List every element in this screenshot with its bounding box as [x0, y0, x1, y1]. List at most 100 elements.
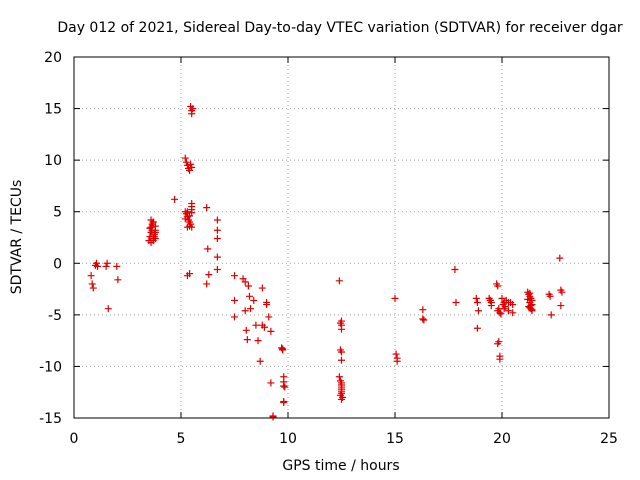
y-tick-label: 5: [53, 205, 62, 221]
data-point-marker: [213, 265, 221, 273]
data-point-marker: [181, 215, 189, 223]
data-point-marker: [94, 262, 102, 270]
data-point-marker: [557, 302, 565, 310]
data-point-marker: [336, 391, 344, 399]
data-point-marker: [393, 357, 401, 365]
data-point-marker: [203, 204, 211, 212]
data-point-marker: [338, 381, 345, 389]
data-point-marker: [231, 313, 238, 321]
data-point-marker: [392, 350, 400, 358]
data-point-marker: [242, 326, 250, 334]
data-point-marker: [526, 289, 534, 297]
data-points: [87, 103, 566, 421]
x-tick-label: 15: [386, 431, 404, 447]
data-point-marker: [486, 296, 494, 304]
data-point-marker: [452, 298, 460, 306]
data-point-marker: [204, 245, 212, 253]
data-point-marker: [498, 294, 506, 302]
data-point-marker: [258, 284, 266, 292]
data-point-marker: [335, 373, 343, 381]
data-point-marker: [241, 278, 249, 286]
data-point-marker: [102, 262, 110, 270]
data-point-marker: [182, 158, 190, 166]
data-point-marker: [500, 305, 508, 313]
data-point-marker: [335, 277, 343, 285]
data-point-marker: [524, 295, 532, 303]
data-point-marker: [92, 259, 100, 267]
data-point-marker: [213, 226, 221, 234]
data-point-marker: [151, 222, 159, 230]
data-point-marker: [189, 105, 197, 113]
data-point-marker: [338, 348, 345, 356]
data-point-marker: [280, 399, 288, 407]
data-point-marker: [338, 325, 345, 333]
data-point-marker: [103, 259, 111, 267]
y-tick-label: -10: [39, 359, 62, 375]
data-point-marker: [504, 298, 512, 306]
x-axis-label: GPS time / hours: [282, 458, 399, 474]
data-point-marker: [497, 310, 505, 318]
data-point-marker: [213, 216, 221, 224]
data-point-marker: [419, 315, 427, 323]
data-point-marker: [254, 337, 262, 345]
data-point-marker: [213, 235, 221, 243]
data-point-marker: [260, 323, 268, 331]
data-point-marker: [183, 272, 191, 280]
data-point-marker: [150, 232, 158, 240]
data-point-marker: [183, 161, 191, 169]
data-point-marker: [183, 208, 191, 216]
grid-lines: [74, 57, 609, 418]
data-point-marker: [420, 316, 428, 324]
x-tick-label: 0: [70, 431, 79, 447]
data-point-marker: [188, 199, 196, 207]
data-point-marker: [146, 224, 154, 232]
data-point-marker: [280, 382, 288, 390]
data-point-marker: [267, 327, 275, 335]
data-point-marker: [241, 307, 249, 315]
data-point-marker: [250, 296, 258, 304]
data-point-marker: [205, 271, 213, 279]
data-point-marker: [104, 305, 112, 313]
data-point-marker: [487, 302, 495, 310]
data-point-marker: [243, 336, 251, 344]
data-point-marker: [149, 218, 157, 226]
data-point-marker: [509, 309, 517, 317]
data-point-marker: [338, 356, 345, 364]
data-point-marker: [188, 223, 196, 231]
y-tick-label: 0: [53, 256, 62, 272]
data-point-marker: [267, 379, 275, 387]
data-point-marker: [88, 280, 96, 288]
data-point-marker: [526, 304, 534, 312]
data-point-marker: [114, 276, 122, 284]
data-point-marker: [244, 282, 252, 290]
data-point-marker: [509, 301, 517, 309]
data-point-marker: [213, 253, 221, 261]
data-point-marker: [231, 296, 238, 304]
data-point-marker: [281, 383, 289, 391]
data-point-marker: [556, 254, 564, 262]
data-point-marker: [495, 338, 503, 346]
data-point-marker: [279, 345, 287, 353]
data-point-marker: [184, 216, 192, 224]
data-point-marker: [188, 110, 196, 118]
data-point-marker: [338, 395, 345, 403]
x-tick-label: 25: [600, 431, 618, 447]
data-point-marker: [188, 209, 196, 217]
data-point-marker: [473, 298, 481, 306]
data-point-marker: [494, 282, 502, 290]
data-point-marker: [265, 313, 273, 321]
data-point-marker: [171, 195, 179, 203]
data-point-marker: [252, 321, 260, 329]
data-point-marker: [89, 284, 97, 292]
axis-ticks: 0 5 10 15 20 25 -15 -10 -5 0 5 10 15 20: [39, 50, 618, 447]
y-tick-label: -5: [48, 308, 62, 324]
x-tick-label: 20: [493, 431, 511, 447]
data-point-marker: [87, 272, 95, 280]
data-point-marker: [419, 306, 427, 314]
data-point-marker: [113, 262, 121, 270]
data-point-marker: [338, 387, 345, 395]
data-point-marker: [203, 280, 211, 288]
data-point-marker: [504, 307, 512, 315]
